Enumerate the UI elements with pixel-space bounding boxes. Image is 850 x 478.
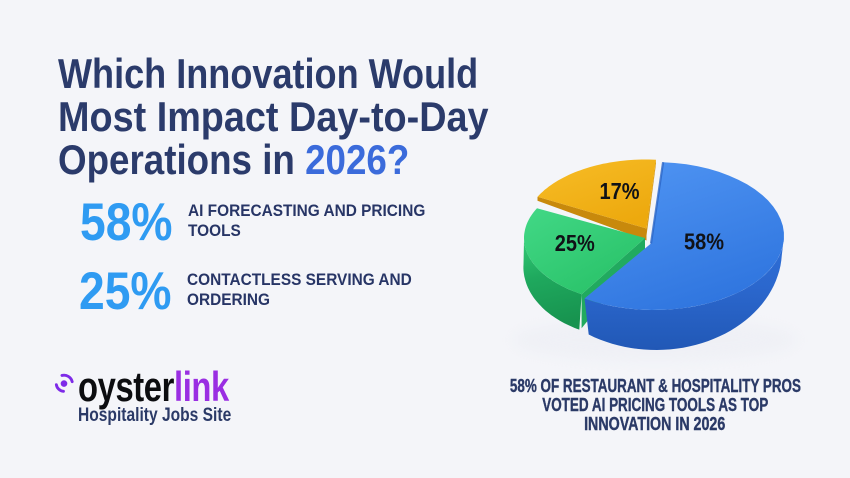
svg-text:17%: 17%	[599, 178, 639, 205]
svg-text:25%: 25%	[555, 230, 595, 257]
svg-text:58%: 58%	[684, 228, 724, 255]
